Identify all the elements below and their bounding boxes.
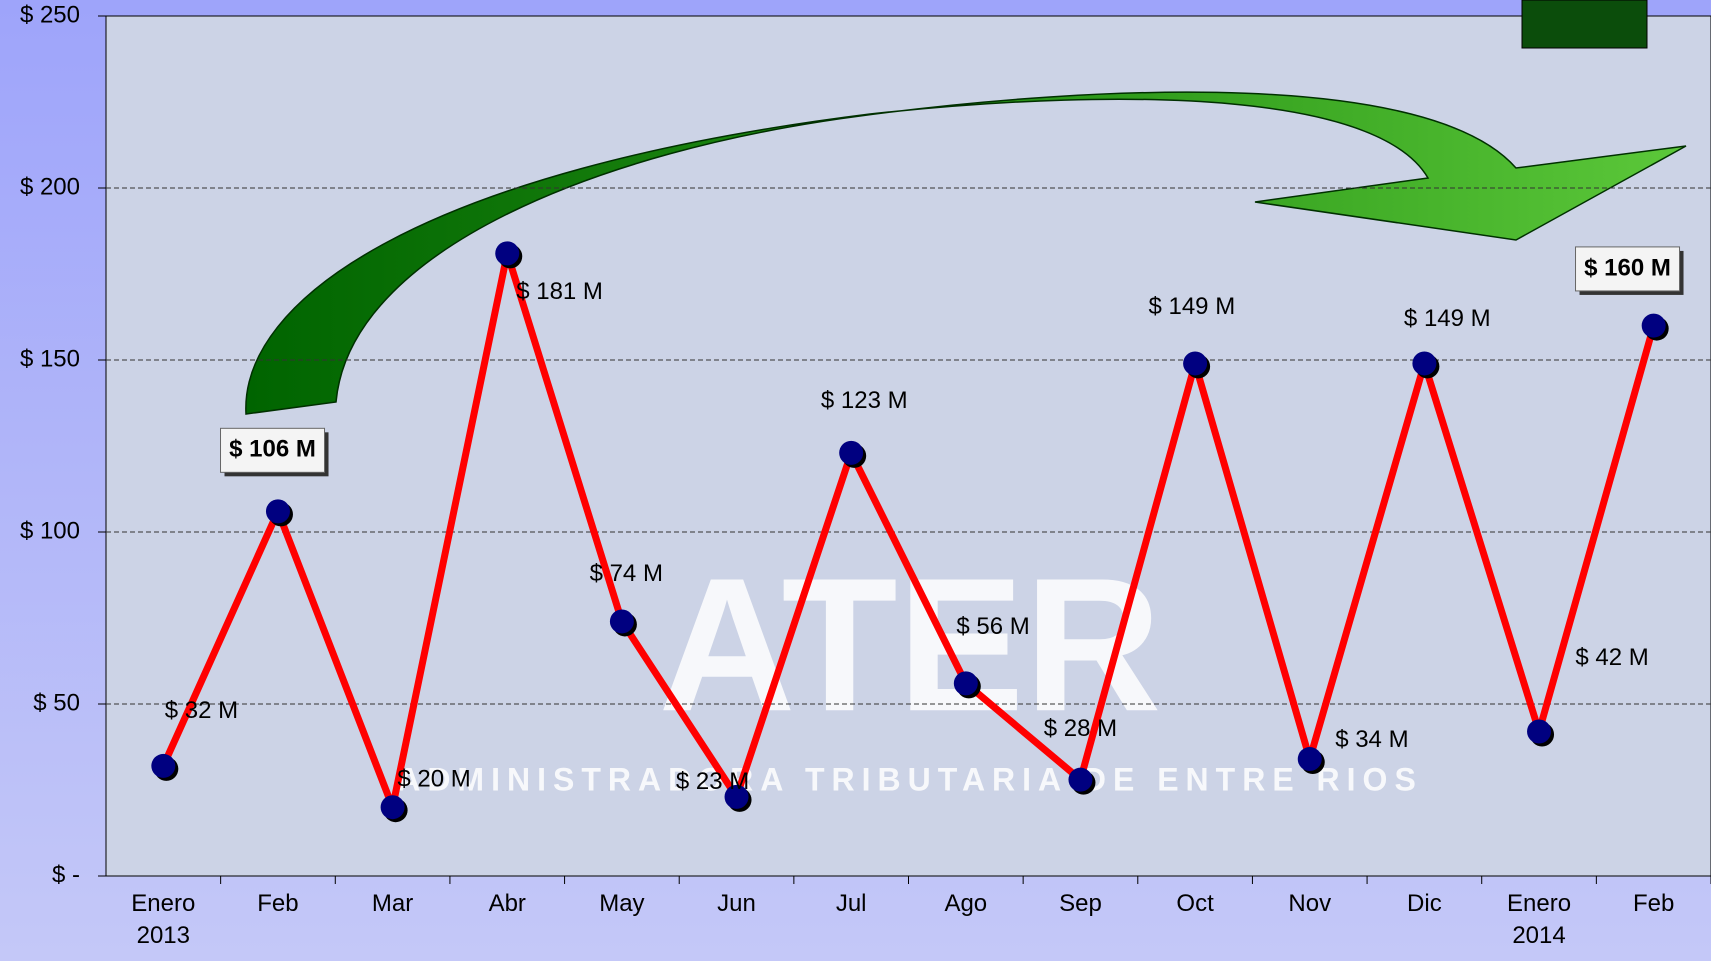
x-tick-label: Jul [803,888,899,920]
y-tick-label: $ 150 [20,345,80,372]
x-tick-label: Feb [230,888,326,920]
value-label: $ 23 M [676,768,749,795]
marker [1068,768,1092,792]
marker [610,609,634,633]
x-tick-label: May [574,888,670,920]
y-tick-label: $ - [52,861,80,888]
marker [1412,351,1436,375]
x-tick-label: Enero 2014 [1491,888,1587,952]
y-tick-label: $ 50 [33,689,80,716]
value-label: $ 28 M [1044,715,1117,742]
marker [151,754,175,778]
value-label: $ 106 M [229,436,316,463]
value-label: $ 34 M [1335,726,1408,753]
value-label: $ 32 M [165,697,238,724]
y-tick-label: $ 100 [20,517,80,544]
x-tick-label: Mar [345,888,441,920]
y-tick-label: $ 200 [20,173,80,200]
value-label: $ 149 M [1404,305,1491,332]
value-label: $ 160 M [1584,254,1671,281]
marker [381,795,405,819]
value-label: $ 149 M [1148,293,1235,320]
y-tick-label: $ 250 [20,1,80,28]
marker [1298,747,1322,771]
corner-box [1522,0,1647,48]
marker [1527,720,1551,744]
marker [954,671,978,695]
marker [495,241,519,265]
marker [1183,351,1207,375]
x-tick-label: Abr [459,888,555,920]
watermark-subtitle: ADMINISTRADORA TRIBUTARIA DE ENTRE RIOS [397,761,1423,797]
x-tick-label: Jun [689,888,785,920]
marker [1642,314,1666,338]
x-tick-label: Ago [918,888,1014,920]
value-label: $ 74 M [590,560,663,587]
value-label: $ 42 M [1575,644,1648,671]
value-label: $ 123 M [821,387,908,414]
x-tick-label: Enero 2013 [115,888,211,952]
chart: ATER ADMINISTRADORA TRIBUTARIA DE ENTRE … [0,0,1711,961]
value-label: $ 20 M [397,765,470,792]
marker [839,441,863,465]
x-tick-label: Dic [1376,888,1472,920]
x-tick-label: Sep [1032,888,1128,920]
marker [266,499,290,523]
chart-svg: ATER ADMINISTRADORA TRIBUTARIA DE ENTRE … [0,0,1711,961]
x-tick-label: Oct [1147,888,1243,920]
value-label: $ 181 M [516,278,603,305]
x-tick-label: Feb [1606,888,1702,920]
x-tick-label: Nov [1262,888,1358,920]
value-label: $ 56 M [956,613,1029,640]
